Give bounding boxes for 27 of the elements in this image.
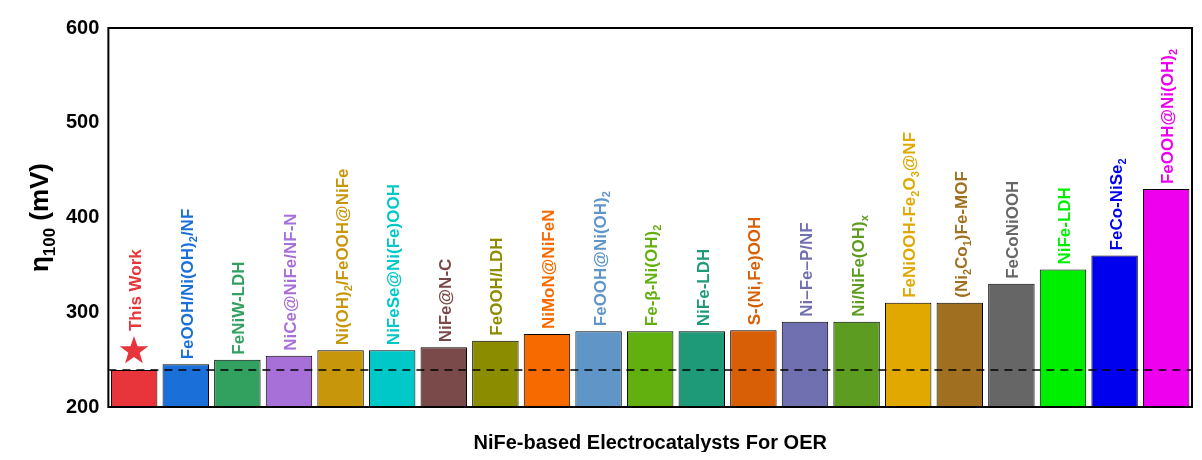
x-tick-label: FeNiOOH-Fe2O3@NF bbox=[900, 131, 922, 298]
x-tick-label: Ni–Fe–P/NF bbox=[796, 222, 816, 317]
x-tick-label: NiCe@NiFe/NF-N bbox=[280, 213, 300, 351]
x-tick-label: FeOOH/Ni(OH)2/NF bbox=[177, 208, 200, 360]
x-tick-label: FeOOH/LDH bbox=[487, 237, 507, 336]
x-tick-label: NiFe-LDH bbox=[1055, 187, 1074, 265]
x-tick-label: NiFeSe@Ni(Fe)OOH bbox=[384, 184, 404, 346]
x-tick-label: FeNiW-LDH bbox=[229, 261, 249, 355]
x-tick-label: This Work bbox=[126, 248, 146, 332]
x-tick-label: Fe-β-Ni(OH)2 bbox=[642, 224, 664, 327]
y-tick-label: 400 bbox=[65, 205, 100, 228]
y-tick-label: 300 bbox=[65, 299, 100, 322]
x-tick-label: NiFe-LDH bbox=[693, 248, 713, 327]
x-tick-label: FeCoNiOOH bbox=[1003, 180, 1023, 279]
x-tick-label: NiFe@N-C bbox=[435, 258, 455, 343]
y-axis-title: η100 (mV) bbox=[24, 162, 59, 273]
x-tick-label: (Ni2Co1)Fe-MOF bbox=[951, 171, 974, 298]
x-tick-label: FeOOH@Ni(OH)2 bbox=[590, 191, 612, 327]
x-tick-label: S-(Ni,Fe)OOH bbox=[745, 216, 765, 326]
y-tick-label: 600 bbox=[65, 15, 100, 38]
x-tick-label: Ni/NiFe(OH)x bbox=[848, 214, 870, 317]
x-tick-label: NiMoN@NiFeN bbox=[538, 209, 558, 330]
x-tick-label: FeCo-NiSe2 bbox=[1106, 158, 1128, 251]
y-tick-label: 500 bbox=[65, 110, 100, 133]
x-tick-label: FeOOH@Ni(OH)2 bbox=[1158, 48, 1180, 185]
x-tick-label: Ni(OH)2/FeOOH@NiFe bbox=[332, 168, 354, 346]
y-tick-label: 200 bbox=[65, 394, 100, 417]
